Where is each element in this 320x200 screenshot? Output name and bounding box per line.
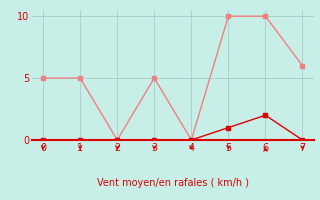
X-axis label: Vent moyen/en rafales ( km/h ): Vent moyen/en rafales ( km/h ): [97, 178, 249, 188]
